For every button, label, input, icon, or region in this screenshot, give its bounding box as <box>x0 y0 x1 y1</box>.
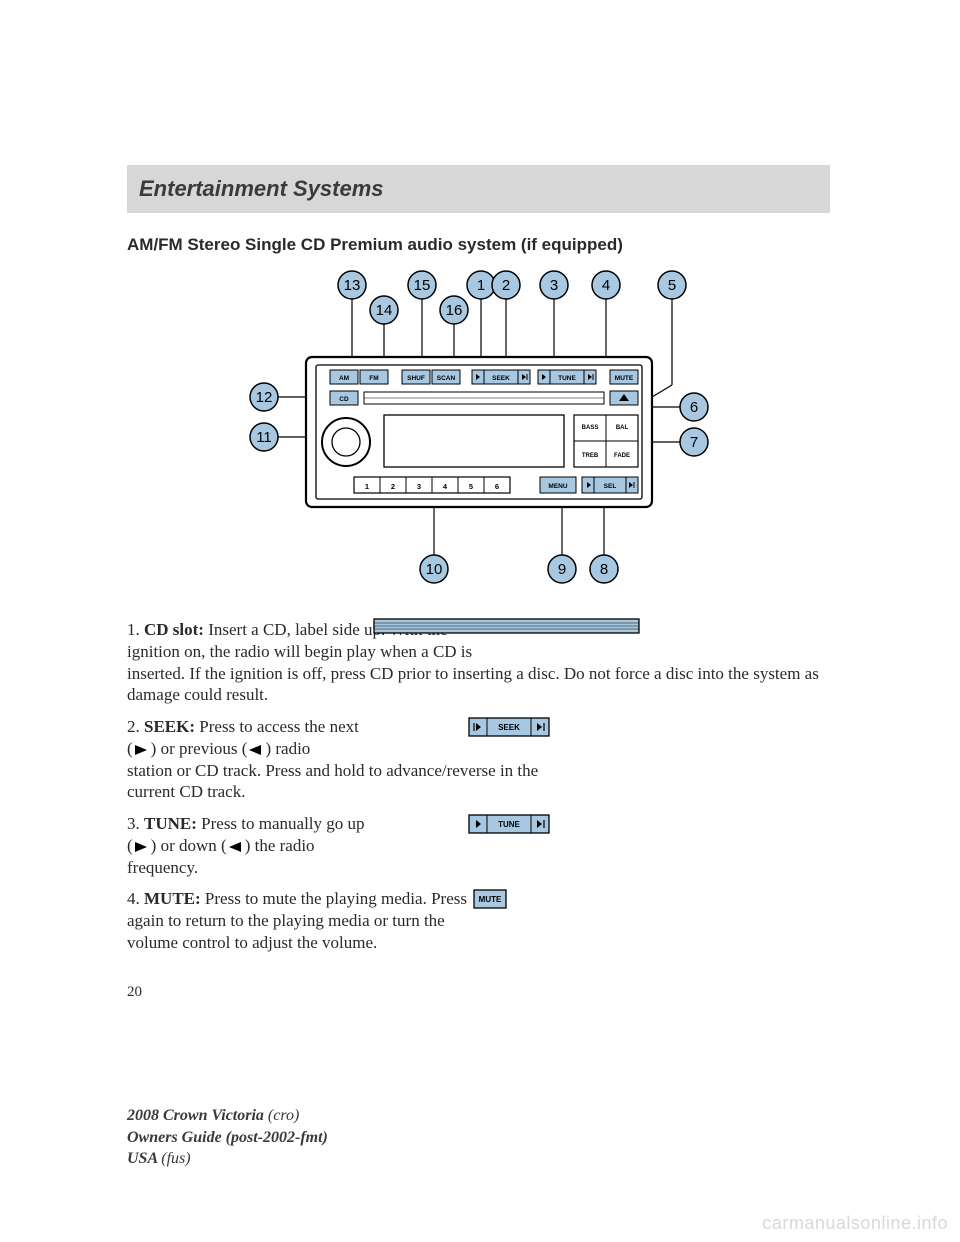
page-number: 20 <box>127 984 830 1001</box>
cd-row: CD <box>330 391 638 405</box>
watermark: carmanualsonline.info <box>762 1213 948 1234</box>
item-2: SEEK 2. SEEK: Press to access the next (… <box>127 716 830 803</box>
radio-display <box>384 415 564 467</box>
svg-text:16: 16 <box>445 302 462 319</box>
item-number: 4. <box>127 889 144 908</box>
svg-text:2: 2 <box>501 277 509 294</box>
item-number: 1. <box>127 620 144 639</box>
footer-code1: (cro) <box>268 1107 299 1124</box>
cdslot-illustration <box>372 615 642 643</box>
item-label: TUNE: <box>144 814 197 833</box>
item-label: SEEK: <box>144 717 195 736</box>
radio-diagram: AM FM SHUF SCAN SEEK <box>244 267 714 597</box>
svg-text:8: 8 <box>599 561 607 578</box>
svg-text:14: 14 <box>375 302 392 319</box>
svg-text:5: 5 <box>468 482 472 491</box>
footer-guide: Owners Guide (post-2002-fmt) <box>127 1129 328 1146</box>
svg-text:BASS: BASS <box>581 425 598 431</box>
svg-text:BAL: BAL <box>615 425 628 431</box>
item-4: MUTE 4. MUTE: Press to mute the playing … <box>127 888 830 953</box>
svg-text:SCAN: SCAN <box>436 375 455 382</box>
svg-text:CD: CD <box>339 396 349 403</box>
play-left-icon <box>227 841 245 853</box>
item-text-b: station or CD track. Press and hold to a… <box>127 760 547 804</box>
mute-illustration: MUTE <box>472 888 510 918</box>
svg-text:9: 9 <box>557 561 565 578</box>
section-header: Entertainment Systems <box>127 165 830 213</box>
svg-text:TUNE: TUNE <box>498 820 520 829</box>
svg-text:TUNE: TUNE <box>558 375 576 382</box>
play-left-icon <box>247 744 265 756</box>
top-button-row: AM FM SHUF SCAN SEEK <box>330 370 638 384</box>
footer-code2: (fus) <box>161 1150 190 1167</box>
item-number: 2. <box>127 717 144 736</box>
radio-body: AM FM SHUF SCAN SEEK <box>306 357 652 507</box>
footer-region: USA <box>127 1150 161 1167</box>
svg-text:6: 6 <box>494 482 498 491</box>
svg-text:AM: AM <box>338 375 348 382</box>
svg-text:SEL: SEL <box>603 483 616 490</box>
item-label: CD slot: <box>144 620 204 639</box>
svg-text:10: 10 <box>425 561 442 578</box>
tune-illustration: TUNE <box>467 813 553 843</box>
item-text-a: Press to access the next <box>199 717 359 736</box>
item-text-b: inserted. If the ignition is off, press … <box>127 663 827 707</box>
item-3: TUNE 3. TUNE: Press to manually go up ()… <box>127 813 830 878</box>
svg-text:6: 6 <box>689 399 697 416</box>
volume-knob <box>322 418 370 466</box>
svg-text:12: 12 <box>255 389 272 406</box>
seek-illustration: SEEK <box>467 716 553 746</box>
svg-text:3: 3 <box>549 277 557 294</box>
bottom-button-row: 123456 MENU SEL <box>354 477 638 493</box>
body-text: 1. CD slot: Insert a CD, label side up. … <box>127 619 830 954</box>
footer-model: 2008 Crown Victoria <box>127 1107 268 1124</box>
svg-text:MUTE: MUTE <box>479 895 502 904</box>
svg-text:3: 3 <box>416 482 420 491</box>
svg-text:7: 7 <box>689 434 697 451</box>
tone-buttons: BASS BAL TREB FADE <box>574 415 638 467</box>
svg-text:4: 4 <box>601 277 609 294</box>
svg-text:5: 5 <box>667 277 675 294</box>
svg-text:11: 11 <box>256 429 272 446</box>
svg-text:FADE: FADE <box>613 453 629 459</box>
svg-text:1: 1 <box>476 277 484 294</box>
svg-text:SEEK: SEEK <box>492 375 510 382</box>
svg-text:MUTE: MUTE <box>614 375 633 382</box>
section-title: Entertainment Systems <box>139 176 384 202</box>
svg-text:SHUF: SHUF <box>407 375 425 382</box>
svg-text:SEEK: SEEK <box>498 723 520 732</box>
item-text-a: Press to manually go up <box>201 814 364 833</box>
item-label: MUTE: <box>144 889 201 908</box>
svg-text:15: 15 <box>413 277 430 294</box>
item-1: 1. CD slot: Insert a CD, label side up. … <box>127 619 830 706</box>
svg-text:13: 13 <box>343 277 360 294</box>
svg-text:TREB: TREB <box>581 453 598 459</box>
item-text-b: frequency. <box>127 857 497 879</box>
svg-text:1: 1 <box>364 482 368 491</box>
play-right-icon <box>133 841 151 853</box>
footer: 2008 Crown Victoria (cro) Owners Guide (… <box>127 1105 328 1170</box>
item-number: 3. <box>127 814 144 833</box>
svg-text:FM: FM <box>369 375 378 382</box>
subheading: AM/FM Stereo Single CD Premium audio sys… <box>127 235 830 255</box>
svg-text:MENU: MENU <box>548 483 567 490</box>
svg-text:2: 2 <box>390 482 394 491</box>
play-right-icon <box>133 744 151 756</box>
